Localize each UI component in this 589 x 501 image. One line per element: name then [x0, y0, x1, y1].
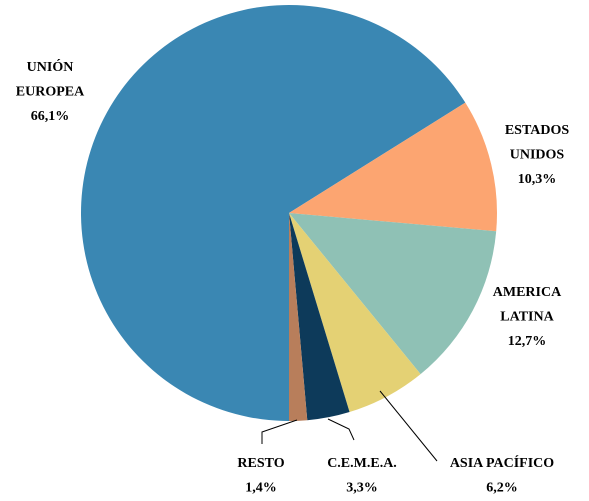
value-label: 6,2%	[486, 481, 518, 496]
value-label: 66,1%	[31, 109, 70, 124]
slice-label: ASIA PACÍFICO	[450, 454, 554, 471]
slice-label: UNIÓN	[27, 58, 74, 75]
leader-line	[379, 390, 438, 462]
slice-label: EUROPEA	[16, 85, 85, 100]
value-label: 12,7%	[508, 334, 547, 349]
value-label: 1,4%	[245, 481, 277, 496]
pie-slice	[289, 102, 497, 232]
value-label: 10,3%	[518, 172, 557, 187]
pie-slice	[289, 213, 308, 421]
pie-slice	[289, 213, 350, 421]
pie-slice	[289, 213, 421, 412]
value-label: 3,3%	[346, 481, 378, 496]
leader-line	[327, 418, 355, 441]
pie-slice	[289, 213, 497, 375]
leader-line	[261, 419, 298, 444]
slice-label: LATINA	[500, 310, 554, 325]
slice-label: UNIDOS	[510, 148, 565, 163]
pie-slice	[81, 4, 466, 421]
slice-label: C.E.M.E.A.	[327, 456, 397, 471]
slice-label: ESTADOS	[505, 123, 570, 138]
slice-label: RESTO	[237, 456, 284, 471]
slice-label: AMERICA	[493, 285, 562, 300]
